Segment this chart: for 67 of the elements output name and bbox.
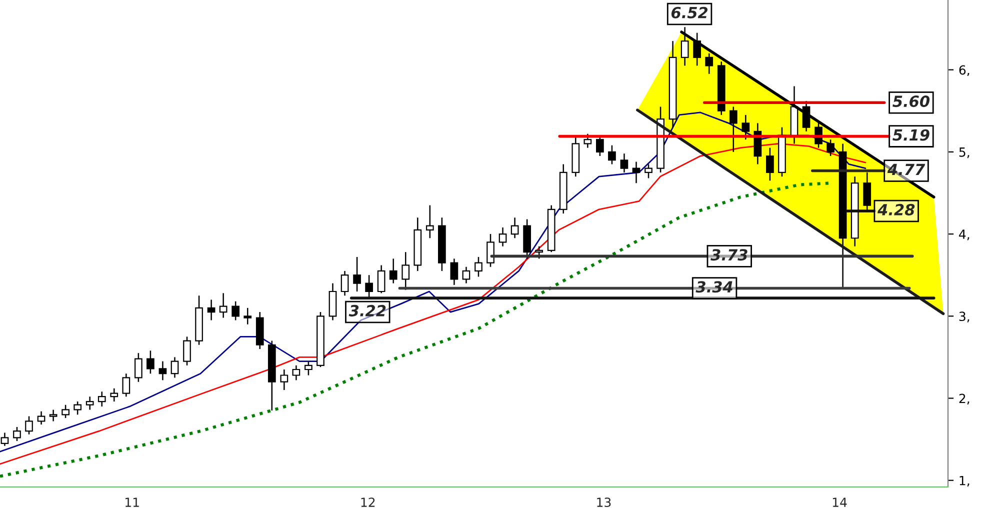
candlestick: [365, 274, 373, 299]
candlestick: [742, 114, 750, 140]
candlestick: [584, 133, 592, 148]
candlestick: [13, 426, 21, 442]
candlestick: [426, 204, 434, 239]
candlestick: [863, 172, 872, 212]
candlestick: [62, 404, 70, 419]
candlestick: [402, 251, 410, 290]
candlestick: [219, 292, 228, 318]
candlestick: [158, 360, 167, 381]
candlestick: [705, 52, 714, 75]
candlestick: [377, 264, 386, 294]
candlestick: [280, 368, 288, 391]
candlestick: [134, 352, 142, 382]
candlestick: [535, 246, 544, 260]
annotation: 3.34: [696, 281, 732, 293]
candlestick: [98, 391, 106, 408]
x-tick-label: 11: [125, 498, 139, 507]
candlestick: [110, 388, 118, 402]
candlestick: [826, 138, 834, 157]
candlestick: [596, 134, 604, 157]
candlestick: [766, 147, 774, 182]
candlestick: [510, 216, 519, 239]
candlestick: [644, 164, 652, 179]
annotation: 5.60: [892, 96, 930, 108]
candlestick: [244, 307, 252, 325]
x-tick-label: 14: [832, 498, 847, 507]
candlestick: [340, 270, 349, 296]
annotation: 3.73: [710, 249, 748, 261]
candlestick: [183, 336, 191, 366]
y-tick-label: 3,: [959, 312, 970, 322]
candlestick: [608, 144, 616, 165]
candlestick: [170, 356, 179, 378]
candlestick: [474, 256, 482, 278]
y-tick-label: 4,: [959, 230, 970, 240]
y-tick-label: 6,: [959, 65, 970, 76]
candlestick: [450, 258, 458, 286]
candlestick: [632, 161, 640, 184]
candlestick: [389, 258, 398, 284]
candlestick: [462, 266, 470, 284]
candlestick: [304, 360, 312, 376]
candlestick: [232, 300, 240, 321]
candlestick: [292, 364, 300, 381]
annotation: 5.19: [892, 129, 930, 141]
y-tick-label: 2,: [959, 394, 970, 404]
candlestick: [146, 350, 154, 374]
annotation: 4.28: [877, 204, 915, 216]
candlestick: [49, 409, 58, 422]
candlestick: [25, 416, 33, 435]
candlestick: [122, 372, 130, 398]
candlestick: [486, 233, 494, 268]
y-tick-label: 1,: [960, 476, 970, 487]
y-tick-label: 5,: [959, 148, 970, 158]
candlestick: [498, 226, 507, 247]
candlestick: [620, 152, 628, 174]
candlestick: [74, 400, 82, 416]
annotation: 3.22: [348, 304, 386, 316]
x-tick-label: 13: [597, 498, 611, 508]
annotation: 6.52: [671, 6, 708, 18]
candlestick: [86, 396, 94, 410]
annotation: 4.77: [887, 164, 926, 176]
candlestick: [729, 106, 738, 153]
x-tick-label: 12: [361, 498, 375, 507]
candlestick: [353, 256, 361, 292]
candlestick: [37, 410, 46, 426]
candlestick: [207, 299, 216, 321]
candlestick: [0, 432, 9, 446]
